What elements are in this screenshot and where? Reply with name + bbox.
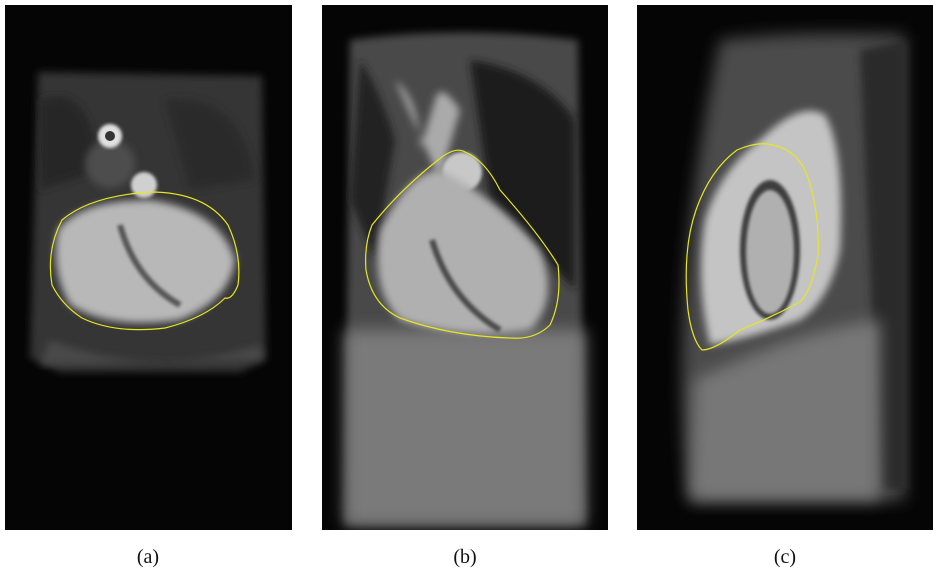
panel-b-image [322,5,608,530]
caption: (a) [137,546,159,568]
panel-c-image [637,5,933,530]
page: (a) (b) (c) (() => { const data = JSON.p… [0,0,933,576]
figure: (a) (b) (c) [0,0,933,576]
caption: (c) [774,546,796,568]
caption: (b) [453,546,476,568]
panel-a-image [5,5,292,530]
